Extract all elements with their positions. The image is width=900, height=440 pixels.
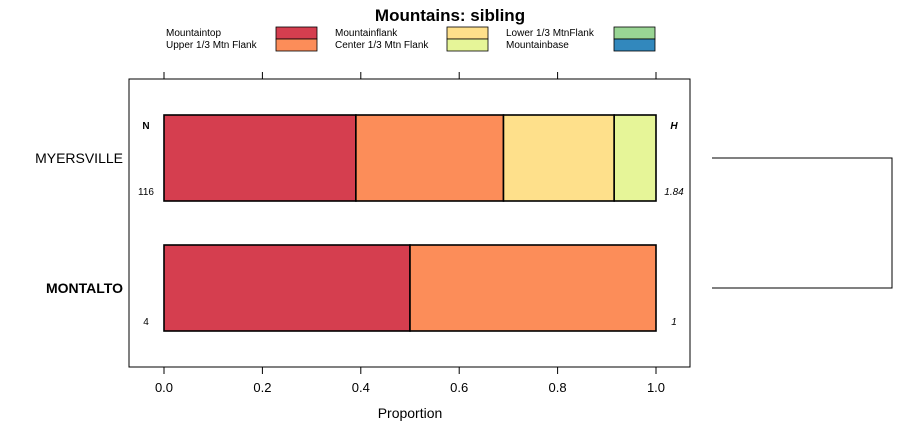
legend-label-3: Center 1/3 Mtn Flank (335, 40, 429, 51)
plot-panel (128, 78, 691, 368)
bar-montalto-0 (163, 244, 411, 332)
n-value-0: 116 (138, 187, 154, 198)
dendrogram (712, 157, 893, 289)
legend-label-2: Mountainflank (335, 28, 398, 39)
n-header: N (142, 121, 149, 132)
bars (163, 114, 657, 332)
x-tick-label-4: 0.8 (549, 380, 567, 395)
x-tick-label-1: 0.2 (253, 380, 271, 395)
row-labels: N H MYERSVILLE 116 1.84 MONTALTO 4 1 (35, 121, 684, 328)
x-axis: 0.0 0.2 0.4 0.6 0.8 1.0 (155, 72, 665, 395)
bar-montalto-1 (409, 244, 657, 332)
category-label-1: MONTALTO (46, 280, 123, 296)
x-tick-label-3: 0.6 (450, 380, 468, 395)
bar-myersville-2 (502, 114, 615, 202)
legend-label-4: Lower 1/3 MtnFlank (506, 28, 595, 39)
h-value-1: 1 (671, 317, 677, 328)
bar-myersville-0 (163, 114, 357, 202)
legend-swatch-4 (613, 26, 656, 40)
legend-swatch-1 (275, 38, 318, 52)
x-tick-label-0: 0.0 (155, 380, 173, 395)
legend-swatch-3 (446, 38, 489, 52)
legend-swatch-0 (275, 26, 318, 40)
bar-myersville-1 (355, 114, 505, 202)
legend-swatch-5 (613, 38, 656, 52)
chart-title: Mountains: sibling (375, 6, 525, 25)
category-label-0: MYERSVILLE (35, 150, 123, 166)
legend-label-5: Mountainbase (506, 40, 569, 51)
n-value-1: 4 (143, 317, 149, 328)
x-tick-label-2: 0.4 (352, 380, 370, 395)
x-axis-label: Proportion (378, 405, 443, 421)
legend-label-0: Mountaintop (166, 28, 221, 39)
bar-myersville-3 (613, 114, 657, 202)
legend-swatch-2 (446, 26, 489, 40)
h-value-0: 1.84 (664, 187, 684, 198)
dendrogram-branch (712, 157, 893, 289)
x-tick-label-5: 1.0 (647, 380, 665, 395)
h-header: H (670, 121, 678, 132)
legend-label-1: Upper 1/3 Mtn Flank (166, 40, 258, 51)
